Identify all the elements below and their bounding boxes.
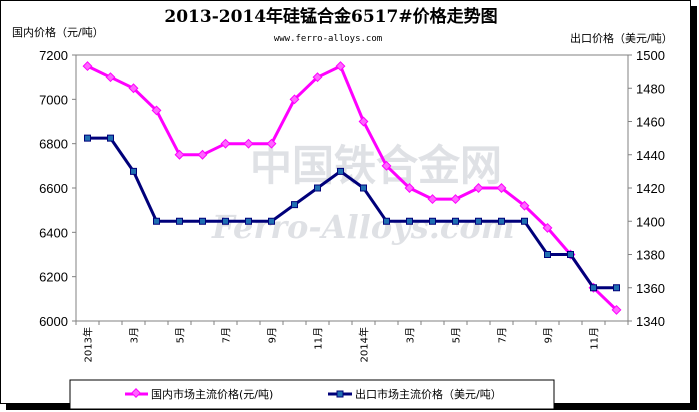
left-tick-label: 7200 [39,48,68,63]
export-price-point [452,217,459,225]
chart-border [0,0,691,404]
domestic-price-point [427,194,438,205]
series-layer [82,61,622,315]
watermark: 中国铁合金网 Ferro-Alloys.com [211,141,515,246]
domestic-price-point [496,183,507,193]
domestic-price-point [381,160,392,171]
x-tick-label: 5月 [451,327,463,343]
right-tick-label: 1500 [636,48,665,63]
domestic-price-point [128,83,139,94]
export-price-point [567,251,574,258]
export-price-point [130,167,137,175]
x-tick-label: 2014年 [358,327,371,362]
export-price-point [268,217,275,225]
x-tick-label: 2013年 [82,327,95,362]
legend-marker-export [336,390,344,398]
domestic-price-point [542,222,553,233]
x-tick-label: 7月 [221,327,233,343]
legend-marker-domestic [131,388,141,398]
x-tick-label: 11月 [313,327,325,350]
legend-box [69,379,555,410]
left-tick-label: 6400 [39,225,68,240]
x-tick-label: 9月 [543,327,555,343]
domestic-price-point [611,304,622,315]
export-price-point [498,217,505,225]
domestic-price-point [473,183,484,193]
domestic-price-point [82,61,93,72]
right-tick-label: 1440 [636,148,665,163]
watermark-en: Ferro-Alloys.com [211,208,515,246]
domestic-price-point [289,94,300,105]
export-price-point [613,284,620,292]
right-tick-label: 1360 [636,281,665,296]
left-tick-label: 6000 [39,314,68,329]
right-tick-label: 1480 [636,81,665,96]
right-tick-label: 1420 [636,181,665,196]
export-price-point [176,217,183,225]
domestic-price-point [105,72,116,83]
left-tick-label: 7000 [39,92,68,107]
watermark-cn: 中国铁合金网 [250,141,502,190]
right-tick-label: 1340 [636,314,665,329]
domestic-price-point [312,72,323,83]
export-price-point [475,217,482,225]
left-tick-label: 6200 [39,270,68,285]
chart-shadow-right [691,6,697,406]
axes: 6000 6200 6400 6600 6800 7000 7200 1340 1360 1380… [39,48,665,362]
domestic-price-point [358,116,369,127]
right-tick-label: 1460 [636,115,665,130]
right-tick-label: 1400 [636,214,665,229]
x-tick-label: 9月 [267,327,279,343]
export-price-point [222,217,229,225]
x-tick-label: 11月 [589,327,601,350]
left-axis-label: 国内价格（元/吨） [12,25,104,39]
legend: 国内市场主流价格(元/吨) 出口市场主流价格（美元/吨） [69,379,555,410]
export-price-point [521,217,528,225]
domestic-price-point [335,61,346,72]
export-price-point [245,217,252,225]
export-price-point [291,201,298,209]
export-price-point [337,167,344,175]
export-price-point [314,184,321,192]
export-price-point [383,217,390,225]
domestic-price-point [404,183,415,193]
export-price-point [199,217,206,225]
left-tick-label: 6600 [39,181,68,196]
domestic-price-line [86,64,618,311]
x-tick-label: 3月 [405,327,417,343]
left-tick-label: 6800 [39,137,68,152]
domestic-price-point [197,149,208,160]
export-price-point [84,134,91,142]
right-tick-label: 1380 [636,248,665,263]
export-price-point [406,217,413,225]
export-price-point [107,134,114,142]
legend-label-domestic: 国内市场主流价格(元/吨) [151,387,273,401]
domestic-price-point [243,138,254,149]
export-price-point [590,284,597,292]
right-axis-label: 出口价格（美元/吨） [570,31,673,45]
export-price-line [87,136,617,290]
x-tick-label: 5月 [175,327,187,343]
export-price-point [544,251,551,258]
domestic-price-point [450,194,461,205]
legend-label-export: 出口市场主流价格（美元/吨） [355,387,502,401]
chart-title: 2013-2014年硅锰合金6517#价格走势图 [164,6,497,27]
domestic-price-point [519,200,530,211]
domestic-price-point [174,149,185,160]
domestic-price-point [266,138,277,149]
x-tick-label: 3月 [129,327,141,343]
export-price-point [429,217,436,225]
export-price-point [360,184,367,192]
chart-subtitle: www.ferro-alloys.com [274,34,382,44]
domestic-price-point [220,138,231,149]
export-price-point [153,217,160,225]
domestic-price-point [151,105,162,116]
x-tick-label: 7月 [497,327,509,343]
